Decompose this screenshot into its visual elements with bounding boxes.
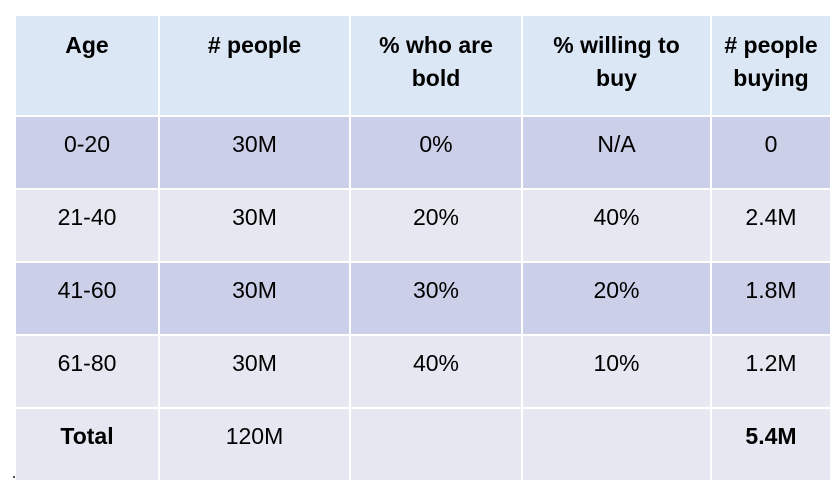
header-people-buying-line1: # people <box>724 32 818 58</box>
total-row: Total 120M 5.4M <box>16 409 830 480</box>
cell-people: 30M <box>160 190 349 261</box>
table-row: 41-60 30M 30% 20% 1.8M <box>16 263 830 334</box>
cell-people: 30M <box>160 117 349 188</box>
table-row: 21-40 30M 20% 40% 2.4M <box>16 190 830 261</box>
cell-people-buying: 2.4M <box>712 190 830 261</box>
market-size-table: Age # people % who are bold % willing to… <box>14 14 832 480</box>
header-age: Age <box>16 16 158 115</box>
header-people: # people <box>160 16 349 115</box>
cell-people-buying: 1.2M <box>712 336 830 407</box>
cell-willing-pct: N/A <box>523 117 710 188</box>
table-row: 0-20 30M 0% N/A 0 <box>16 117 830 188</box>
header-people-buying-line2: buying <box>733 64 809 91</box>
corner-mark <box>13 476 15 478</box>
header-willing-pct-line1: % willing to <box>553 32 680 58</box>
header-willing-pct-line2: buy <box>596 64 637 91</box>
cell-people: 30M <box>160 263 349 334</box>
header-willing-pct: % willing to buy <box>523 16 710 115</box>
total-willing-pct <box>523 409 710 480</box>
cell-willing-pct: 20% <box>523 263 710 334</box>
cell-age: 21-40 <box>16 190 158 261</box>
table-row: 61-80 30M 40% 10% 1.2M <box>16 336 830 407</box>
header-people-line1: # people <box>207 32 302 58</box>
cell-age: 0-20 <box>16 117 158 188</box>
header-bold-pct: % who are bold <box>351 16 521 115</box>
cell-people: 30M <box>160 336 349 407</box>
total-bold-pct <box>351 409 521 480</box>
total-people: 120M <box>160 409 349 480</box>
cell-bold-pct: 20% <box>351 190 521 261</box>
cell-bold-pct: 40% <box>351 336 521 407</box>
cell-people-buying: 0 <box>712 117 830 188</box>
header-bold-pct-line1: % who are <box>379 32 493 58</box>
header-people-buying: # people buying <box>712 16 830 115</box>
header-age-line1: Age <box>65 32 109 58</box>
cell-bold-pct: 30% <box>351 263 521 334</box>
cell-age: 41-60 <box>16 263 158 334</box>
header-bold-pct-line2: bold <box>411 64 461 91</box>
total-people-buying: 5.4M <box>712 409 830 480</box>
header-row: Age # people % who are bold % willing to… <box>16 16 830 115</box>
cell-willing-pct: 40% <box>523 190 710 261</box>
cell-age: 61-80 <box>16 336 158 407</box>
cell-bold-pct: 0% <box>351 117 521 188</box>
cell-willing-pct: 10% <box>523 336 710 407</box>
market-size-table-container: Age # people % who are bold % willing to… <box>14 14 830 480</box>
cell-people-buying: 1.8M <box>712 263 830 334</box>
total-label: Total <box>16 409 158 480</box>
